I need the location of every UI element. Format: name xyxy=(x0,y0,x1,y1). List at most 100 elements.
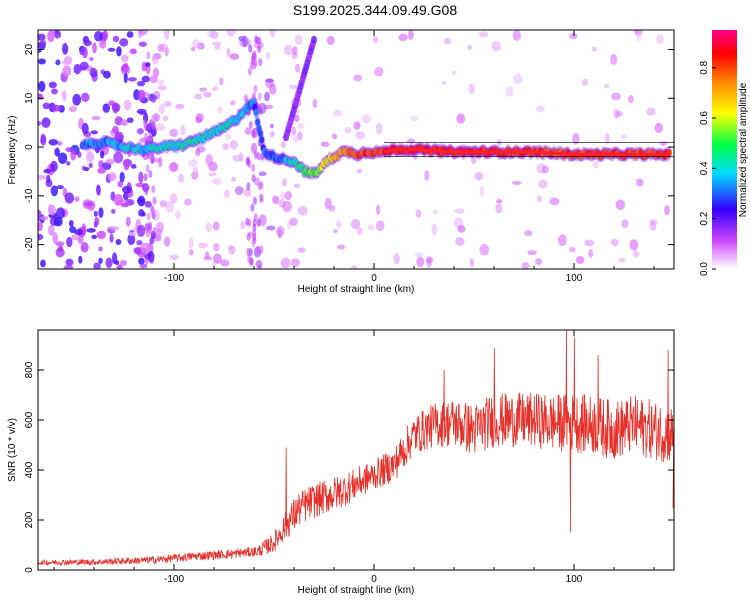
heatmap-cell xyxy=(151,113,158,123)
heatmap-cell xyxy=(47,30,55,43)
heatmap-cell xyxy=(251,163,256,172)
heatmap-cell xyxy=(46,174,51,183)
heatmap-cell xyxy=(209,30,219,40)
heatmap-cell xyxy=(144,256,149,265)
heatmap-cell xyxy=(81,122,89,135)
heatmap-cell xyxy=(199,87,207,92)
heatmap-cell xyxy=(174,103,185,110)
heatmap-cell xyxy=(151,185,156,194)
heatmap-cell xyxy=(61,91,66,97)
heatmap-cell xyxy=(259,136,265,144)
heatmap-cell xyxy=(123,99,132,111)
spectrogram-xlabel: Height of straight line (km) xyxy=(298,284,415,295)
heatmap-cell xyxy=(90,130,98,135)
heatmap-cell xyxy=(198,242,208,249)
heatmap-cell xyxy=(283,44,294,56)
heatmap-cell xyxy=(350,265,358,269)
heatmap-cell xyxy=(121,203,129,208)
heatmap-cell xyxy=(86,151,95,163)
heatmap-cell xyxy=(163,100,172,107)
heatmap-cell xyxy=(374,66,384,77)
heatmap-cell xyxy=(98,257,103,264)
heatmap-cell xyxy=(659,141,668,146)
heatmap-cell xyxy=(81,223,87,236)
heatmap-cell xyxy=(40,134,47,146)
heatmap-cell xyxy=(240,221,246,230)
heatmap-cell xyxy=(454,208,465,214)
snr-series-line xyxy=(38,330,674,567)
heatmap-cell xyxy=(120,259,127,266)
x-tick-label: 100 xyxy=(566,574,583,585)
heatmap-cell xyxy=(252,196,257,205)
heatmap-cell xyxy=(120,119,128,127)
heatmap-cell xyxy=(97,167,106,174)
heatmap-cell xyxy=(174,210,181,220)
x-tick-label: 0 xyxy=(371,574,377,585)
heatmap-cell xyxy=(636,32,642,42)
heatmap-cell xyxy=(100,150,105,159)
heatmap-cell xyxy=(521,262,530,269)
heatmap-cell xyxy=(211,261,217,267)
heatmap-cell xyxy=(620,134,627,140)
y-tick-label: 0 xyxy=(24,567,35,573)
heatmap-cell xyxy=(297,122,305,130)
heatmap-cell xyxy=(98,246,103,252)
heatmap-cell xyxy=(83,39,92,47)
heatmap-cell xyxy=(119,171,125,183)
colorbar-tick-label: 0.8 xyxy=(699,60,710,74)
heatmap-cell xyxy=(107,47,116,52)
heatmap-cell xyxy=(455,237,465,246)
heatmap-cell xyxy=(125,216,131,227)
heatmap-cell xyxy=(196,145,206,153)
heatmap-cell xyxy=(433,209,438,215)
heatmap-cell xyxy=(82,46,88,59)
heatmap-cell xyxy=(220,259,230,267)
y-tick-label: 10 xyxy=(24,92,35,104)
heatmap-cell xyxy=(335,219,342,229)
colorbar-ticks: 0.0 0.2 0.4 0.6 0.8 xyxy=(699,60,716,276)
heatmap-cell xyxy=(213,253,222,264)
heatmap-cell xyxy=(61,60,72,66)
heatmap-cell xyxy=(581,78,588,86)
heatmap-cell xyxy=(252,50,257,59)
heatmap-cell xyxy=(375,220,385,232)
heatmap-cell xyxy=(127,233,136,246)
heatmap-cell xyxy=(81,92,90,102)
heatmap-cell xyxy=(54,147,60,157)
spectrogram-ylabel: Frequency (Hz) xyxy=(7,116,18,185)
heatmap-cell xyxy=(156,228,163,237)
heatmap-cell xyxy=(159,200,168,208)
heatmap-cell xyxy=(252,232,257,241)
heatmap-cell xyxy=(293,183,300,188)
heatmap-cell xyxy=(253,59,258,68)
heatmap-cell xyxy=(636,178,644,187)
heatmap-cell xyxy=(621,219,629,229)
heatmap-cell xyxy=(297,205,308,216)
heatmap-cell xyxy=(169,161,179,172)
spectrogram-heatmap xyxy=(38,30,674,269)
heatmap-cell xyxy=(416,256,425,268)
heatmap-cell xyxy=(248,248,253,257)
heatmap-cell xyxy=(456,113,466,124)
heatmap-cell xyxy=(535,258,543,266)
heatmap-cell xyxy=(407,30,414,40)
heatmap-cell xyxy=(588,249,594,258)
heatmap-cell xyxy=(372,36,379,44)
heatmap-cell xyxy=(244,127,252,135)
heatmap-cell xyxy=(65,258,74,267)
heatmap-cell xyxy=(119,38,129,47)
heatmap-cell xyxy=(91,234,97,240)
heatmap-cell xyxy=(136,224,146,237)
heatmap-cell xyxy=(441,80,446,86)
heatmap-cell xyxy=(146,212,151,221)
y-tick-label: 20 xyxy=(24,44,35,56)
heatmap-cell xyxy=(52,232,58,244)
heatmap-cell xyxy=(355,131,366,140)
heatmap-cell xyxy=(376,204,381,215)
heatmap-cell xyxy=(123,160,130,171)
heatmap-cell xyxy=(664,204,670,216)
heatmap-cell xyxy=(38,233,44,241)
heatmap-cell xyxy=(258,129,263,138)
heatmap-cell xyxy=(356,168,363,174)
